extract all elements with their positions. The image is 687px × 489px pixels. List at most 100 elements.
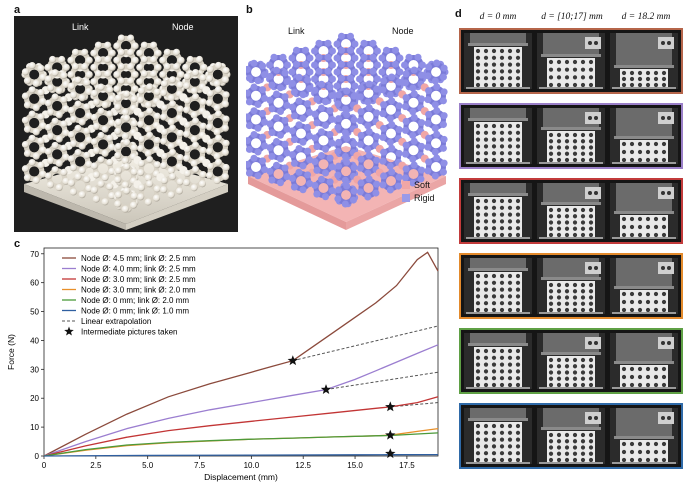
x-tick-label: 2.5 [90, 461, 102, 470]
photo-cell [464, 108, 532, 164]
photo-row-3 [459, 253, 683, 319]
chart-svg: 0 2.5 5.0 7.5 10.0 12.5 15.0 17.5 0 10 20 30 40 50 60 7… [6, 247, 439, 482]
extrapolation-line [325, 371, 439, 391]
compression-photo [610, 33, 678, 89]
panel-b-node-label: Node [392, 26, 414, 36]
x-tick-label: 7.5 [194, 461, 206, 470]
photo-cell [610, 258, 678, 314]
y-tick-label: 30 [30, 365, 39, 374]
compression-photo [537, 33, 605, 89]
legend-label-5: Node Ø: 0 mm; link Ø: 1.0 mm [81, 307, 189, 316]
photo-cell [537, 333, 605, 389]
x-axis-label: Displacement (mm) [204, 472, 278, 482]
compression-photo [537, 183, 605, 239]
series-line-1 [43, 344, 439, 457]
panel-a-link-label: Link [72, 22, 89, 32]
x-tick-label: 10.0 [244, 461, 260, 470]
rigid-swatch [402, 194, 410, 202]
legend-label-2: Node Ø: 3.0 mm; link Ø: 2.5 mm [81, 275, 196, 284]
photo-cell [610, 33, 678, 89]
photo-cell [610, 183, 678, 239]
panel-c-letter: c [14, 238, 21, 250]
photo-cell [537, 183, 605, 239]
column-header-0: d = 0 mm [479, 12, 517, 22]
compression-photo [464, 408, 532, 464]
extrapolation-line [292, 325, 439, 362]
photo-cell [537, 33, 605, 89]
legend-soft: Soft [402, 180, 435, 190]
panel-a-photo [14, 16, 238, 232]
panel-a-node-label: Node [172, 22, 194, 32]
legend-star-swatch [64, 326, 74, 336]
y-tick-label: 50 [30, 308, 39, 317]
photo-row-5 [459, 403, 683, 469]
compression-photo [610, 408, 678, 464]
panel-b-link-label: Link [288, 26, 305, 36]
compression-photo [537, 333, 605, 389]
compression-photo [537, 408, 605, 464]
compression-photo [464, 33, 532, 89]
x-tick-label: 17.5 [399, 461, 415, 470]
x-tick-label: 12.5 [295, 461, 311, 470]
compression-photo [464, 333, 532, 389]
photo-cell [610, 408, 678, 464]
legend-pictures-label: Intermediate pictures taken [81, 328, 178, 337]
legend-label-0: Node Ø: 4.5 mm; link Ø: 2.5 mm [81, 254, 196, 263]
lattice-photo [14, 16, 238, 232]
photo-cell [464, 33, 532, 89]
compression-photo [464, 108, 532, 164]
y-tick-label: 10 [30, 423, 39, 432]
legend-label-3: Node Ø: 3.0 mm; link Ø: 2.0 mm [81, 286, 196, 295]
legend-extrapolation-label: Linear extrapolation [81, 317, 151, 326]
compression-photo [610, 108, 678, 164]
soft-swatch [402, 181, 410, 189]
picture-star [385, 448, 396, 459]
force-displacement-chart: 0 2.5 5.0 7.5 10.0 12.5 15.0 17.5 0 10 20 30 40 50 60 7… [0, 238, 455, 489]
picture-star [287, 355, 299, 366]
plot-frame [43, 247, 439, 457]
x-tick-label: 5.0 [142, 461, 154, 470]
y-tick-label: 0 [35, 452, 40, 461]
y-axis-label: Force (N) [6, 334, 16, 370]
soft-label: Soft [414, 180, 431, 190]
picture-star [385, 429, 396, 440]
compression-photo [537, 258, 605, 314]
legend-label-4: Node Ø: 0 mm; link Ø: 2.0 mm [81, 296, 189, 305]
compression-photo [610, 258, 678, 314]
photo-cell [464, 333, 532, 389]
photo-cell [610, 333, 678, 389]
y-tick-label: 20 [30, 394, 39, 403]
photo-cell [464, 408, 532, 464]
column-header-1: d = [10;17] mm [541, 12, 603, 22]
panel-d-letter: d [455, 8, 462, 20]
y-tick-label: 70 [30, 250, 39, 259]
compression-photo-grid: d = 0 mm d = [10;17] mm d = 18.2 mm [455, 10, 685, 480]
photo-row-0 [459, 28, 683, 94]
series-line-2 [43, 396, 439, 457]
series-line-0 [43, 251, 439, 457]
photo-cell [464, 183, 532, 239]
y-tick-label: 40 [30, 336, 39, 345]
photo-cell [537, 258, 605, 314]
picture-star [385, 401, 396, 412]
panel-a-letter: a [14, 4, 21, 16]
compression-photo [464, 258, 532, 314]
compression-photo [537, 108, 605, 164]
photo-cell [537, 408, 605, 464]
series-line-5 [43, 453, 439, 457]
rigid-label: Rigid [414, 193, 435, 203]
photo-row-1 [459, 103, 683, 169]
panel-b-render [243, 16, 450, 232]
picture-star [320, 384, 332, 394]
photo-cell [537, 108, 605, 164]
lattice-render [243, 32, 449, 230]
compression-photo [610, 183, 678, 239]
compression-photo [610, 333, 678, 389]
panel-b-legend: Soft Rigid [402, 180, 435, 203]
legend-label-1: Node Ø: 4.0 mm; link Ø: 2.5 mm [81, 265, 196, 274]
photo-row-4 [459, 328, 683, 394]
x-tick-label: 15.0 [347, 461, 363, 470]
compression-photo [464, 183, 532, 239]
legend-rigid: Rigid [402, 193, 435, 203]
photo-cell [464, 258, 532, 314]
